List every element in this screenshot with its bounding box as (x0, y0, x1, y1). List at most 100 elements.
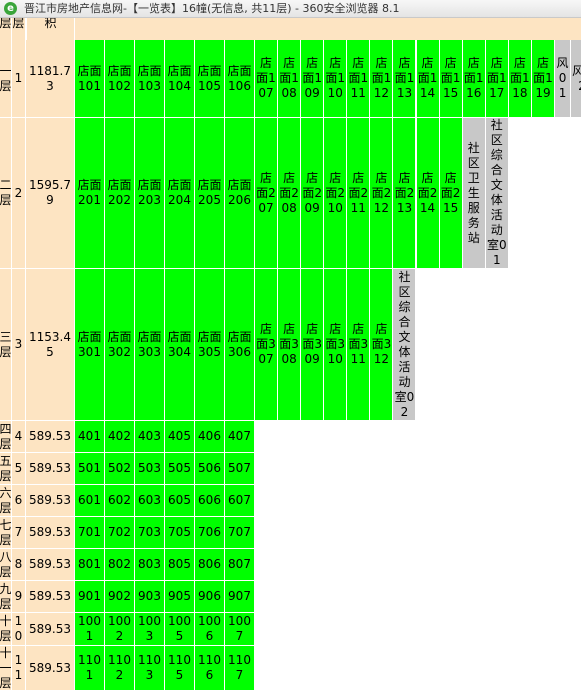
floor-label: 一层 (0, 40, 11, 117)
unit-cell: 1105 (165, 646, 194, 690)
floor-area: 1153.45 (26, 269, 74, 420)
unit-cell: 1002 (105, 613, 134, 645)
unit-cell: 店面308 (278, 269, 301, 420)
unit-cell: 703 (135, 517, 164, 548)
unit-cell: 407 (225, 421, 254, 452)
unit-cell: 店面102 (105, 40, 134, 117)
unit-cell: 605 (165, 485, 194, 516)
unit-cell: 社区卫生服务站 (462, 118, 485, 268)
unit-cell: 店面107 (255, 40, 277, 117)
unit-cell: 805 (165, 549, 194, 580)
unit-cell: 店面306 (225, 269, 254, 420)
title-bar: e 晋江市房地产信息网-【一览表】16幢(无信息, 共11层) - 360安全浏… (0, 0, 581, 18)
unit-cell: 405 (165, 421, 194, 452)
browser-icon: e (4, 2, 17, 15)
floor-area: 589.53 (26, 453, 74, 484)
unit-cell: 店面111 (347, 40, 370, 117)
unit-cell: 店面110 (324, 40, 347, 117)
unit-cell: 1101 (75, 646, 104, 690)
unit-cell: 风01 (555, 40, 571, 117)
unit-cell: 902 (105, 581, 134, 612)
unit-cell: 806 (195, 549, 224, 580)
unit-cell: 1102 (105, 646, 134, 690)
floor-label: 十一层 (0, 646, 11, 690)
unit-cell: 505 (165, 453, 194, 484)
unit-cell: 店面104 (165, 40, 194, 117)
unit-cell: 402 (105, 421, 134, 452)
unit-cell: 1006 (195, 613, 224, 645)
unit-cell: 807 (225, 549, 254, 580)
unit-cell: 店面119 (531, 40, 554, 117)
unit-cell: 店面118 (508, 40, 531, 117)
floor-number: 10 (12, 613, 25, 645)
unit-cell: 1007 (225, 613, 254, 645)
floor-label: 二层 (0, 118, 11, 268)
floor-label: 四层 (0, 421, 11, 452)
unit-cell: 店面114 (416, 40, 439, 117)
unit-cell: 903 (135, 581, 164, 612)
unit-cell: 店面302 (105, 269, 134, 420)
unit-cell: 506 (195, 453, 224, 484)
unit-cell: 店面303 (135, 269, 164, 420)
unit-cell: 601 (75, 485, 104, 516)
unit-cell: 店面103 (135, 40, 164, 117)
unit-cell: 店面201 (75, 118, 104, 268)
unit-cell: 店面214 (416, 118, 439, 268)
floor-area: 589.53 (26, 613, 74, 645)
floor-number: 2 (12, 118, 25, 268)
unit-cell: 店面307 (255, 269, 277, 420)
unit-cell: 店面305 (195, 269, 224, 420)
unit-cell: 501 (75, 453, 104, 484)
unit-cell: 1005 (165, 613, 194, 645)
unit-cell: 店面301 (75, 269, 104, 420)
unit-cell: 店面208 (278, 118, 301, 268)
floor-label: 八层 (0, 549, 11, 580)
floor-number: 5 (12, 453, 25, 484)
header-cell: 层 (12, 18, 25, 40)
unit-cell: 606 (195, 485, 224, 516)
floor-area: 1181.73 (26, 40, 74, 117)
unit-cell: 店面207 (255, 118, 277, 268)
unit-cell: 店面116 (462, 40, 485, 117)
unit-cell: 店面205 (195, 118, 224, 268)
unit-cell: 店面101 (75, 40, 104, 117)
unit-cell: 店面204 (165, 118, 194, 268)
unit-cell: 店面215 (439, 118, 462, 268)
floor-label: 七层 (0, 517, 11, 548)
floor-label: 九层 (0, 581, 11, 612)
unit-cell: 802 (105, 549, 134, 580)
unit-cell: 602 (105, 485, 134, 516)
unit-cell: 907 (225, 581, 254, 612)
floor-area: 589.53 (26, 485, 74, 516)
unit-cell: 706 (195, 517, 224, 548)
unit-cell: 店面309 (301, 269, 324, 420)
unit-cell: 店面304 (165, 269, 194, 420)
floor-area: 1595.79 (26, 118, 74, 268)
floor-number: 11 (12, 646, 25, 690)
unit-cell: 社区综合文体活动室02 (393, 269, 416, 420)
unit-cell: 店面117 (485, 40, 508, 117)
unit-cell: 701 (75, 517, 104, 548)
unit-cell: 1103 (135, 646, 164, 690)
unit-cell: 店面112 (370, 40, 393, 117)
floor-label: 十层 (0, 613, 11, 645)
unit-cell: 1106 (195, 646, 224, 690)
floor-number: 1 (12, 40, 25, 117)
unit-cell: 403 (135, 421, 164, 452)
unit-cell: 801 (75, 549, 104, 580)
unit-cell: 901 (75, 581, 104, 612)
unit-cell: 店面202 (105, 118, 134, 268)
unit-cell: 店面311 (347, 269, 370, 420)
unit-cell: 店面105 (195, 40, 224, 117)
header-cell (75, 18, 581, 40)
unit-cell: 503 (135, 453, 164, 484)
floor-label: 五层 (0, 453, 11, 484)
unit-cell: 店面203 (135, 118, 164, 268)
unit-cell: 803 (135, 549, 164, 580)
floor-number: 6 (12, 485, 25, 516)
header-cell: 层 (0, 18, 11, 40)
unit-cell: 906 (195, 581, 224, 612)
unit-cell: 705 (165, 517, 194, 548)
unit-cell: 店面106 (225, 40, 254, 117)
unit-cell: 905 (165, 581, 194, 612)
